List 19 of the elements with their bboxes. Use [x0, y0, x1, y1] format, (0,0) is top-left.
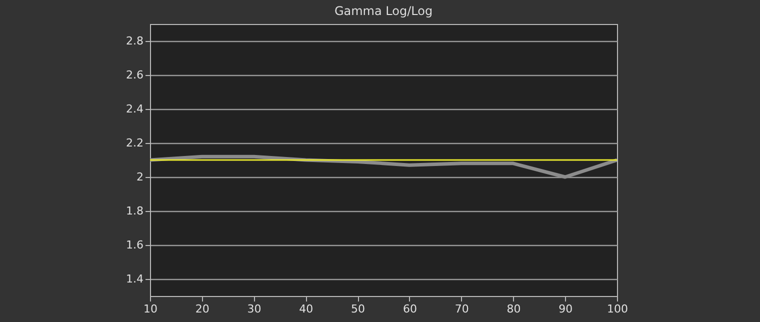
x-tick-label: 60 — [402, 302, 417, 316]
x-tick-label: 20 — [195, 302, 210, 316]
x-tick-label: 50 — [351, 302, 366, 316]
x-tick-label: 40 — [299, 302, 314, 316]
x-tick-label: 90 — [558, 302, 573, 316]
x-tick-label: 70 — [454, 302, 469, 316]
x-tick-label: 10 — [144, 302, 158, 316]
x-tick-label: 30 — [247, 302, 262, 316]
chart-title: Gamma Log/Log — [334, 4, 433, 18]
y-tick-label: 2.8 — [126, 34, 144, 48]
y-tick-label: 2.6 — [126, 68, 144, 82]
y-tick-label: 2 — [136, 170, 144, 184]
y-tick-label: 1.6 — [126, 238, 144, 252]
y-tick-label: 1.8 — [126, 204, 144, 218]
y-tick-label: 1.4 — [126, 272, 144, 286]
y-tick-label: 2.2 — [126, 136, 144, 150]
x-tick-label: 100 — [607, 302, 628, 316]
y-tick-label: 2.4 — [126, 102, 144, 116]
x-tick-label: 80 — [506, 302, 521, 316]
